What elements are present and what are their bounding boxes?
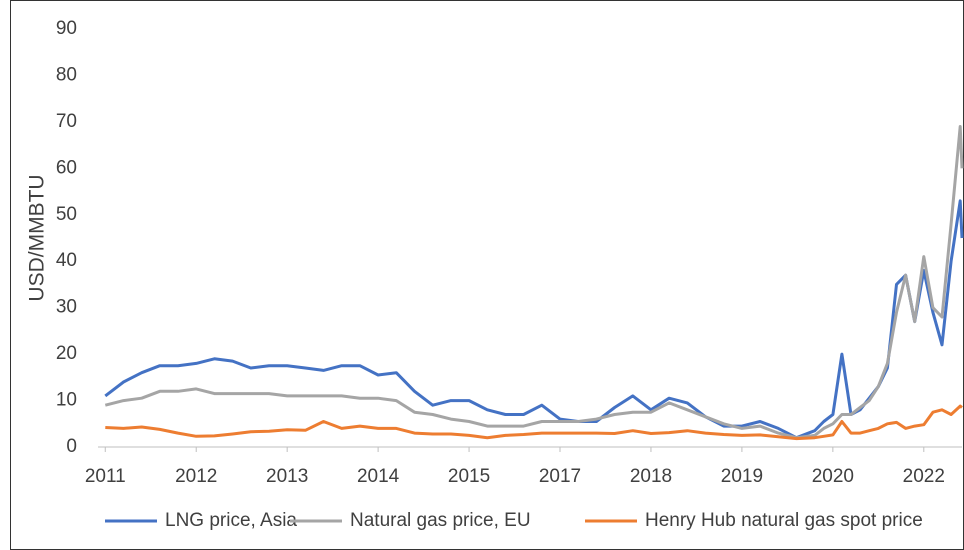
y-tick-label: 90 bbox=[56, 18, 77, 39]
series-line bbox=[104, 125, 964, 440]
y-tick-label: 30 bbox=[56, 297, 77, 318]
x-tick-label: 2012 bbox=[175, 466, 217, 487]
x-tick-label: 2014 bbox=[357, 466, 400, 487]
x-tick-label: 2019 bbox=[721, 466, 763, 487]
y-tick-label: 0 bbox=[66, 436, 77, 457]
x-tick-label: 2022 bbox=[903, 466, 945, 487]
legend-label: Henry Hub natural gas spot price bbox=[645, 510, 923, 531]
y-tick-label: 10 bbox=[56, 390, 77, 411]
y-tick-label: 70 bbox=[56, 111, 77, 132]
y-tick-label: 80 bbox=[56, 64, 77, 85]
x-tick-label: 2015 bbox=[448, 466, 490, 487]
legend-label: LNG price, Asia bbox=[165, 510, 297, 531]
legend-label: Natural gas price, EU bbox=[350, 510, 531, 531]
x-tick-label: 2018 bbox=[630, 466, 672, 487]
x-tick-label: 2017 bbox=[539, 466, 581, 487]
x-tick-label: 2011 bbox=[85, 466, 126, 487]
y-tick-label: 60 bbox=[56, 157, 77, 178]
y-tick-label: 20 bbox=[56, 343, 77, 364]
series-line bbox=[104, 199, 964, 440]
series-line bbox=[105, 404, 963, 441]
x-tick-label: 2013 bbox=[266, 466, 308, 487]
y-tick-label: 50 bbox=[56, 204, 77, 225]
x-tick-label: 2020 bbox=[812, 466, 854, 487]
y-tick-label: 40 bbox=[56, 250, 77, 271]
y-axis-label: USD/MMBTU bbox=[26, 174, 49, 301]
